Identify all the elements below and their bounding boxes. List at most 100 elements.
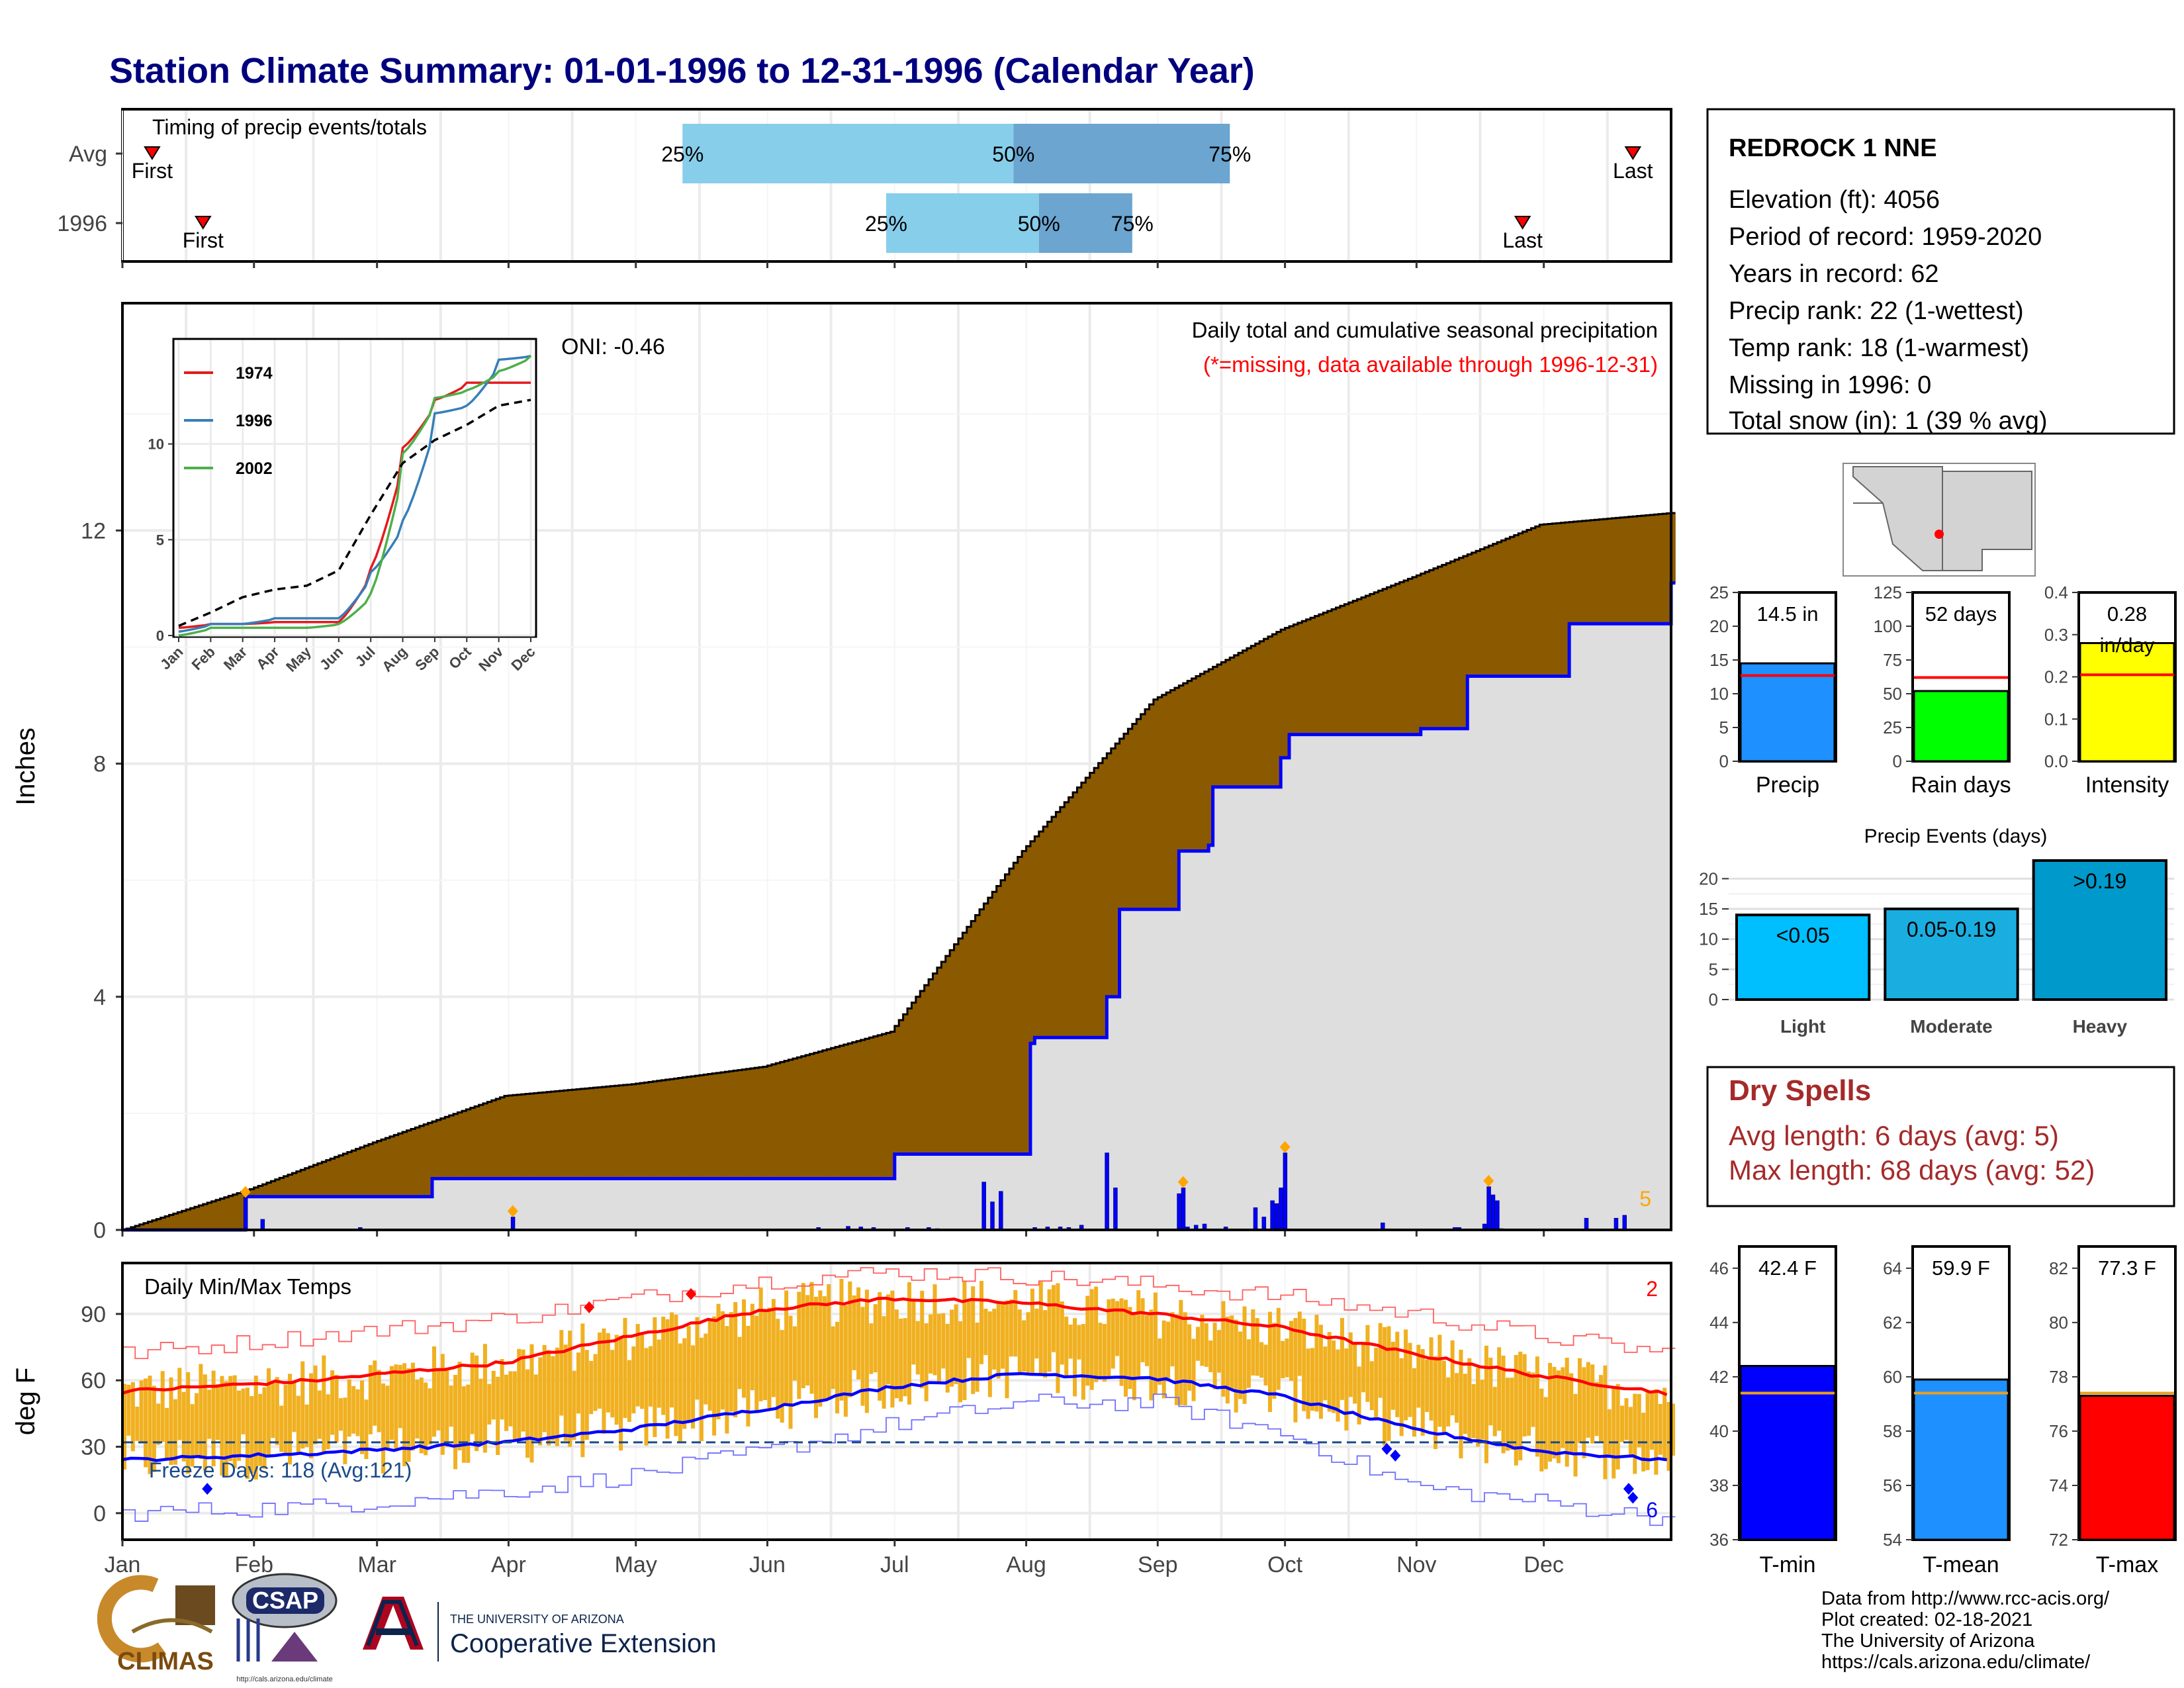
daily-precip-bar (981, 1182, 986, 1231)
avg-max-line (122, 1296, 1668, 1397)
ua-small-text: THE UNIVERSITY OF ARIZONA (450, 1613, 624, 1626)
y-tick-label: 72 (2049, 1530, 2068, 1550)
daily-precip-marker (1177, 1176, 1189, 1188)
timing-pct-25: 25% (661, 142, 704, 166)
daily-precip-bar (510, 1217, 516, 1231)
y-tick-label: 60 (81, 1368, 106, 1393)
credit-line: The University of Arizona (1821, 1630, 2035, 1652)
mini-bar-charts: 0 5 10 15 20 25 14.5 in Precip 0 25 50 75 100 125 52 d… (1709, 583, 2177, 798)
station-box: REDROCK 1 NNE Elevation (ft): 4056 Perio… (1706, 108, 2175, 435)
y-tick-label: 76 (2049, 1421, 2068, 1441)
mini-bar-value: 42.4 F (1758, 1256, 1817, 1280)
y-tick-label: 38 (1709, 1476, 1729, 1495)
temp-record-marker (686, 1288, 697, 1300)
y-tick-label: 54 (1883, 1530, 1902, 1550)
daily-precip-bar (1261, 1217, 1267, 1231)
mini-bar (1913, 690, 2009, 763)
mini-bar-unit: in/day (2100, 633, 2155, 657)
climatology-area (122, 583, 1671, 1230)
events-bar-label: Light (1780, 1016, 1825, 1037)
temp-panel: 0 30 60 90 Daily Min/Max Temps Freeze Days:… (11, 1262, 1676, 1577)
record-min-line (122, 1393, 1676, 1526)
y-tick-label: 46 (1709, 1258, 1729, 1278)
ua-big-text: Cooperative Extension (450, 1629, 716, 1658)
inset-series-line (178, 355, 532, 637)
observed-cumulative-line (122, 581, 1676, 1232)
station-line: Period of record: 1959-2020 (1729, 223, 2042, 251)
mini-bar-chart: 0 25 50 75 100 125 52 days Rain days (1874, 583, 2011, 798)
station-line: Precip rank: 22 (1-wettest) (1729, 297, 2024, 325)
station-line: Temp rank: 18 (1-warmest) (1729, 334, 2029, 362)
mini-bar-value: 0.28 (2107, 602, 2147, 626)
y-tick-label: 44 (1709, 1313, 1729, 1333)
daily-precip-bar (243, 1197, 248, 1231)
events-bar (1735, 914, 1871, 1002)
temp-plot (122, 1267, 1676, 1526)
timing-pct-75: 75% (1208, 142, 1251, 166)
inset-y-tick: 10 (148, 436, 164, 453)
y-tick-label: 8 (93, 752, 106, 777)
csap-url: http://cals.arizona.edu/climate (236, 1675, 333, 1683)
daily-precip-bar (1622, 1215, 1627, 1231)
month-axis: Jan Feb Mar Apr May Jun Jul Aug Sep Oct Nov Dec (105, 1540, 1564, 1577)
inset-series-line (178, 399, 531, 628)
daily-precip-bar (1486, 1186, 1491, 1231)
daily-precip-bar (1614, 1217, 1619, 1231)
timing-marker (195, 216, 212, 230)
avg-min-line (122, 1372, 1667, 1462)
mini-bar (1739, 662, 1836, 763)
y-tick-label: 90 (81, 1302, 106, 1327)
events-bar-label: Moderate (1910, 1016, 1992, 1037)
daily-temp-bars (122, 1278, 1675, 1480)
month-label: Oct (1267, 1552, 1302, 1577)
y-tick-label: 50 (1883, 684, 1902, 704)
month-label: Nov (1396, 1552, 1436, 1577)
month-label: May (615, 1552, 657, 1577)
y-tick-label: 30 (81, 1435, 106, 1460)
station-line: Missing in 1996: 0 (1729, 371, 1931, 399)
daily-precip-marker (1483, 1174, 1494, 1187)
timing-marker (1514, 216, 1531, 230)
mini-bar-chart: 36 38 40 42 44 46 42.4 F T-min (1709, 1245, 1837, 1577)
events-bar-label: Heavy (2073, 1016, 2128, 1037)
mini-bar-label: T-mean (1923, 1552, 1999, 1577)
timing-marker-label: First (183, 228, 224, 252)
station-line: Elevation (ft): 4056 (1729, 186, 1940, 214)
mini-bar-label: T-min (1760, 1552, 1816, 1577)
daily-precip-bar (1279, 1188, 1283, 1231)
temp-record-marker (202, 1483, 213, 1495)
temp-record-marker (584, 1301, 595, 1313)
legend-label: 2002 (236, 459, 273, 478)
timing-row-1996: 1996 (57, 211, 107, 236)
daily-precip-bar (1274, 1203, 1279, 1231)
mini-bar-chart: 54 56 58 60 62 64 59.9 F T-mean (1883, 1245, 2011, 1577)
y-tick-label: 40 (1709, 1421, 1729, 1441)
month-label: Jul (880, 1552, 909, 1577)
credit-line: https://cals.arizona.edu/climate/ (1821, 1652, 2091, 1673)
y-tick-label: 60 (1883, 1367, 1902, 1387)
timing-panel: 25% 50% 75% First Last 25% 50% 75% First Last Tim… (57, 108, 1672, 268)
inset-series-line (178, 354, 531, 633)
y-tick-label: 0 (1893, 751, 1902, 771)
mini-bar (2079, 1395, 2175, 1541)
daily-precip-marker (1279, 1141, 1291, 1153)
timing-bar-q2 (1038, 193, 1132, 253)
mini-bar-chart: 0 5 10 15 20 25 14.5 in Precip (1709, 583, 1837, 798)
dry-spells-max: Max length: 68 days (avg: 52) (1729, 1154, 2095, 1186)
events-bar (2032, 859, 2168, 1001)
month-label: Jan (105, 1552, 141, 1577)
avg-cumulative-line (122, 512, 1676, 1231)
freeze-text: Freeze Days: 118 (Avg:121) (149, 1458, 412, 1482)
temp-record-marker (1623, 1483, 1634, 1495)
station-name: REDROCK 1 NNE (1729, 134, 1937, 162)
y-tick-label: 12 (81, 518, 106, 543)
credit-line: Plot created: 02-18-2021 (1821, 1609, 2032, 1630)
y-tick-label: 10 (1699, 929, 1718, 949)
y-tick-label: 64 (1883, 1258, 1902, 1278)
dry-spells-avg: Avg length: 6 days (avg: 5) (1729, 1120, 2059, 1151)
mini-bar-label: Intensity (2085, 773, 2169, 798)
y-tick-label: 75 (1883, 650, 1902, 670)
events-bar-range: 0.05-0.19 (1907, 917, 1996, 941)
events-bar-range: >0.19 (2073, 869, 2126, 893)
